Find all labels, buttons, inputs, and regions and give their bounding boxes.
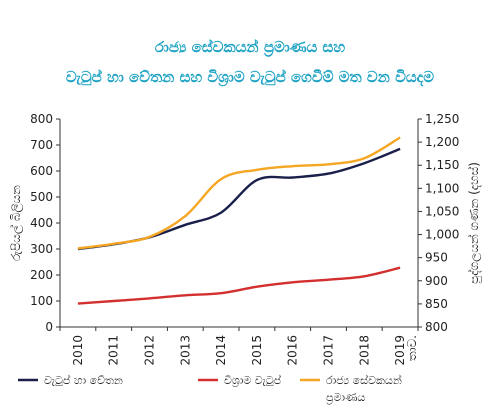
x-tick-label: 2019: [393, 335, 407, 366]
chart-title-line1: රාජ්‍ය සේවකයන් ප්‍රමාණය සහ: [155, 38, 345, 58]
y-left-tick-label: 600: [30, 164, 53, 178]
series-line-1: [77, 147, 401, 251]
y-left-tick-label: 500: [30, 190, 53, 204]
legend-label-1: වැටුප් හා වේතන: [44, 373, 123, 387]
x-tick-label: 2010: [71, 335, 85, 366]
series-line-3: [77, 136, 401, 250]
y-right-tick-label: 1,050: [425, 204, 459, 218]
y-left-tick-label: 0: [45, 320, 53, 334]
y-right-tick-label: 1,000: [425, 228, 459, 242]
y-right-tick-label: 1,150: [425, 158, 459, 172]
y-left-tick-label: 700: [30, 138, 53, 152]
x-tick-label: 2018: [357, 335, 371, 366]
x-tick-label: 2014: [214, 335, 228, 366]
x-tick-label: 2013: [178, 335, 192, 366]
legend-label-3: රාජ්‍ය සේවකයන් ප්‍රමාණය: [326, 373, 402, 405]
y-right-tick-label: 1,250: [425, 112, 459, 126]
x-tick-label: 2015: [250, 335, 264, 366]
y-left-tick-label: 400: [30, 216, 53, 230]
chart-title-line2: වැටුප් හා වේතන සහ විශ්‍රාම වැටුප් ගෙවීම්…: [66, 68, 434, 88]
x-tick-label: 2012: [143, 335, 157, 366]
y-right-tick-label: 1,200: [425, 135, 459, 149]
y-right-tick-label: 900: [425, 274, 448, 288]
y-axis-right-label: පුද්ගලයන් ගණන (දහස්): [467, 162, 482, 284]
y-left-tick-label: 100: [30, 294, 53, 308]
legend-label-2: විශ්‍රාම වැටුප්: [224, 373, 281, 387]
y-left-tick-label: 300: [30, 242, 53, 256]
y-right-tick-label: 1,100: [425, 181, 459, 195]
y-axis-left-label: රුපියල් බිලියන: [9, 185, 24, 261]
y-right-tick-label: 850: [425, 297, 448, 311]
y-right-tick-label: 950: [425, 251, 448, 265]
y-left-tick-label: 200: [30, 268, 53, 282]
y-right-tick-label: 800: [425, 320, 448, 334]
x-tick-suffix-label: තාව.: [405, 335, 419, 361]
x-tick-label: 2011: [107, 335, 121, 366]
x-tick-label: 2017: [322, 335, 336, 366]
y-left-tick-label: 800: [30, 112, 53, 126]
series-line-2: [77, 266, 401, 305]
x-tick-label: 2016: [286, 335, 300, 366]
plot-area: 0 100 200 300 400 500 600 700 800 800 850 900 950 1,0…: [30, 112, 459, 366]
legend: වැටුප් හා වේතන විශ්‍රාම වැටුප් රාජ්‍ය සේවක…: [18, 373, 402, 405]
